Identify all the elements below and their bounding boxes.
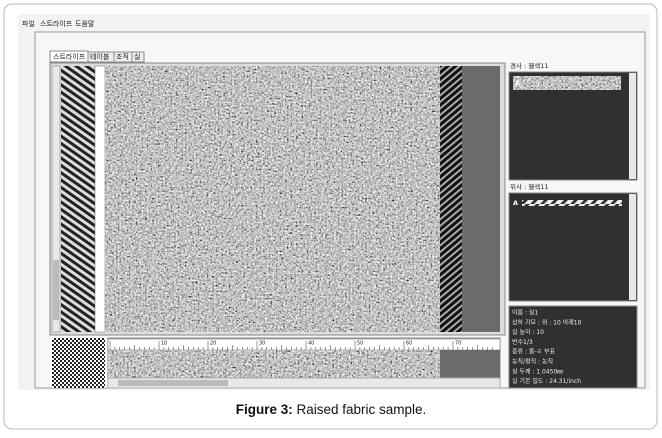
scrollbar[interactable] bbox=[629, 73, 636, 179]
tab-label[interactable]: 조직 bbox=[116, 52, 129, 61]
background-area bbox=[440, 350, 500, 378]
info-line: 이름 : 실1 bbox=[512, 309, 538, 317]
info-line: 실 두께 : 1.0450㎜ bbox=[512, 367, 563, 375]
tab-label[interactable]: 테이블 bbox=[90, 52, 110, 61]
edge-strip bbox=[440, 66, 462, 332]
weft-yarn bbox=[522, 200, 622, 206]
weft-panel bbox=[508, 192, 638, 302]
weft-preview bbox=[108, 350, 440, 378]
vertical-ruler bbox=[94, 65, 106, 333]
scroll-thumb[interactable] bbox=[53, 260, 59, 320]
weave-swatch bbox=[52, 338, 105, 388]
menu-item[interactable]: 도움말 bbox=[75, 20, 95, 28]
fabric-preview bbox=[105, 66, 440, 332]
info-line: 농직/평직 : 농직 bbox=[512, 358, 553, 366]
menu-item[interactable]: 파일 bbox=[22, 19, 35, 28]
panel-title: 위사 : 웰색11 bbox=[510, 182, 549, 191]
menu-item[interactable]: 스트라이프 bbox=[40, 19, 73, 28]
ruler-label: 40 bbox=[308, 341, 314, 347]
panel-marker: A bbox=[515, 79, 520, 87]
scrollbar[interactable] bbox=[51, 65, 61, 333]
panel-marker: A bbox=[513, 199, 518, 207]
scroll-thumb[interactable] bbox=[118, 380, 228, 386]
info-panel bbox=[508, 305, 638, 389]
tab-label[interactable]: 스트라이프 bbox=[53, 52, 86, 61]
caption-label: Figure 3: bbox=[236, 402, 293, 417]
menu-bar: 파일 스트라이프 도움말 bbox=[22, 19, 95, 28]
ruler-label: 20 bbox=[210, 341, 216, 347]
tab[interactable] bbox=[131, 51, 145, 63]
ruler-label: 70 bbox=[455, 341, 461, 347]
ruler-label: 10 bbox=[161, 341, 167, 347]
ruler-label: 50 bbox=[357, 341, 363, 347]
warp-strip bbox=[61, 66, 95, 332]
info-line: 번수1/3 bbox=[512, 338, 533, 346]
scrollbar[interactable] bbox=[107, 377, 501, 389]
panel-title: 경사 : 웰색11 bbox=[510, 61, 549, 70]
info-line: 상하 가모 : 위 : 10 아래10 bbox=[512, 318, 582, 326]
info-line: 실 기본 밀도 : 24.31/inch bbox=[512, 377, 581, 385]
info-line: 종류 : 울-ㄹ 부표 bbox=[512, 349, 556, 356]
scrollbar[interactable] bbox=[629, 194, 636, 300]
caption: Figure 3: Raised fabric sample. bbox=[236, 402, 427, 417]
warp-yarn bbox=[513, 76, 621, 90]
info-line: 실 높이 : 10 bbox=[512, 328, 544, 336]
ruler-label: 60 bbox=[406, 341, 412, 347]
background-area bbox=[462, 66, 500, 332]
tab-label[interactable]: 실 bbox=[134, 52, 140, 61]
ruler-label: 30 bbox=[259, 341, 265, 347]
caption-text: Raised fabric sample. bbox=[293, 402, 427, 417]
